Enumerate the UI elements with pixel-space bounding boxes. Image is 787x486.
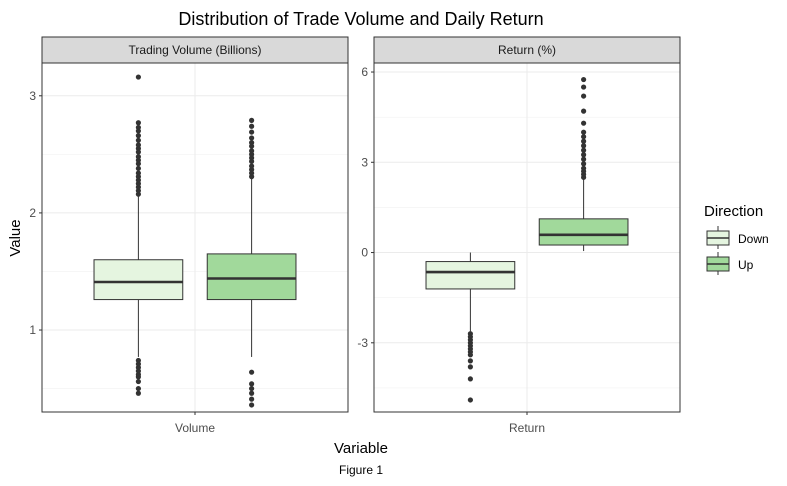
legend-item-up: Up xyxy=(707,252,754,275)
outlier-point xyxy=(581,152,586,157)
y-tick-label: -3 xyxy=(357,336,368,350)
outlier-point xyxy=(581,109,586,114)
box-iqr xyxy=(207,254,296,300)
outlier-point xyxy=(136,379,141,384)
x-axis-label: Variable xyxy=(334,440,388,457)
outlier-point xyxy=(136,74,141,79)
outlier-point xyxy=(581,143,586,148)
outlier-point xyxy=(136,358,141,363)
outlier-point xyxy=(136,170,141,175)
outlier-point xyxy=(249,381,254,386)
outlier-point xyxy=(249,370,254,375)
box-iqr xyxy=(539,219,628,245)
y-tick-label: 3 xyxy=(361,155,368,169)
outlier-point xyxy=(136,125,141,130)
outlier-point xyxy=(581,121,586,126)
outlier-point xyxy=(136,166,141,171)
outlier-point xyxy=(249,163,254,168)
panel-2: Return (%) -3 0 3 6 Return xyxy=(357,37,680,435)
legend-label: Up xyxy=(738,258,754,272)
box-down xyxy=(426,253,515,403)
outlier-point xyxy=(249,129,254,134)
outlier-point xyxy=(249,386,254,391)
outlier-point xyxy=(249,148,254,153)
x-tick-label: Volume xyxy=(175,421,215,435)
outlier-point xyxy=(249,391,254,396)
legend-title: Direction xyxy=(704,203,763,220)
outlier-point xyxy=(136,142,141,147)
outlier-point xyxy=(249,397,254,402)
outlier-point xyxy=(136,138,141,143)
outlier-point xyxy=(581,157,586,162)
outlier-point xyxy=(468,397,473,402)
outlier-point xyxy=(468,358,473,363)
outlier-point xyxy=(136,386,141,391)
y-tick-label: 0 xyxy=(361,246,368,260)
x-tick-label: Return xyxy=(509,421,545,435)
outlier-point xyxy=(468,364,473,369)
outlier-point xyxy=(468,352,473,357)
outlier-point xyxy=(136,133,141,138)
outlier-point xyxy=(581,84,586,89)
outlier-point xyxy=(249,118,254,123)
outlier-point xyxy=(581,130,586,135)
box-up xyxy=(207,118,296,408)
outlier-point xyxy=(581,166,586,171)
outlier-point xyxy=(249,402,254,407)
facet-strip-label: Return (%) xyxy=(498,43,556,57)
outlier-point xyxy=(581,77,586,82)
y-tick-label: 1 xyxy=(29,323,36,337)
outlier-point xyxy=(136,391,141,396)
facet-strip-label: Trading Volume (Billions) xyxy=(129,43,262,57)
facet-panels: Trading Volume (Billions) 1 2 3 Volume Return… xyxy=(29,37,680,435)
outlier-point xyxy=(136,120,141,125)
chart-title: Distribution of Trade Volume and Daily R… xyxy=(178,9,543,29)
outlier-point xyxy=(249,124,254,129)
outlier-point xyxy=(581,93,586,98)
legend-item-down: Down xyxy=(707,226,769,249)
panel-1: Trading Volume (Billions) 1 2 3 Volume xyxy=(29,37,348,435)
outlier-point xyxy=(581,161,586,166)
outlier-point xyxy=(468,376,473,381)
box-down xyxy=(94,74,183,395)
box-iqr xyxy=(94,260,183,300)
y-axis-label: Value xyxy=(7,219,24,256)
y-tick-label: 6 xyxy=(361,65,368,79)
legend-label: Down xyxy=(738,232,769,246)
legend: Direction Down Up xyxy=(704,203,769,275)
figure-caption: Figure 1 xyxy=(339,463,383,477)
outlier-point xyxy=(581,139,586,144)
outlier-point xyxy=(581,148,586,153)
box-up xyxy=(539,77,628,251)
y-tick-label: 3 xyxy=(29,89,36,103)
outlier-point xyxy=(249,140,254,145)
box-iqr xyxy=(426,262,515,289)
outlier-point xyxy=(136,154,141,159)
y-tick-label: 2 xyxy=(29,206,36,220)
outlier-point xyxy=(581,134,586,139)
outlier-point xyxy=(249,135,254,140)
